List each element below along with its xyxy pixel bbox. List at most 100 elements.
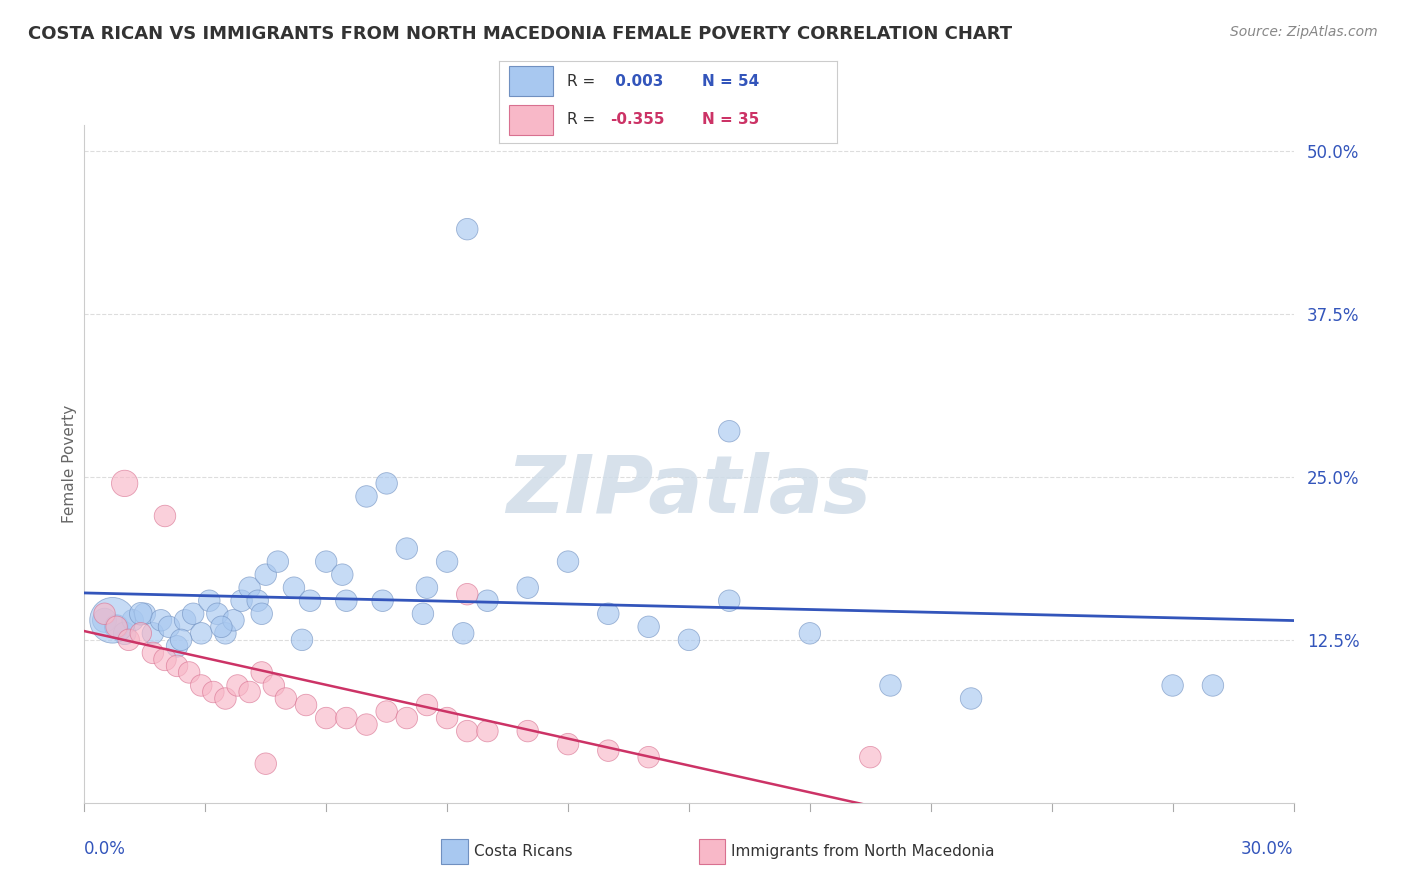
- Point: [207, 607, 229, 621]
- Point: [142, 646, 165, 660]
- Point: [960, 691, 983, 706]
- Point: [557, 555, 579, 569]
- Point: [879, 678, 901, 692]
- Point: [330, 567, 353, 582]
- Point: [181, 607, 204, 621]
- Point: [477, 724, 499, 739]
- Point: [356, 490, 378, 504]
- Point: [202, 685, 225, 699]
- Point: [174, 613, 197, 627]
- Point: [799, 626, 821, 640]
- Point: [250, 607, 273, 621]
- Point: [335, 711, 357, 725]
- Point: [637, 750, 659, 764]
- Text: 30.0%: 30.0%: [1241, 840, 1294, 858]
- Point: [214, 626, 236, 640]
- Point: [335, 593, 357, 607]
- Text: Source: ZipAtlas.com: Source: ZipAtlas.com: [1230, 25, 1378, 39]
- Point: [299, 593, 322, 607]
- Point: [166, 640, 188, 654]
- Point: [226, 678, 249, 692]
- Point: [395, 711, 418, 725]
- Point: [214, 691, 236, 706]
- Text: R =: R =: [567, 74, 595, 88]
- Point: [637, 620, 659, 634]
- Point: [254, 567, 277, 582]
- FancyBboxPatch shape: [509, 66, 553, 96]
- Point: [118, 632, 141, 647]
- Point: [254, 756, 277, 771]
- Text: 0.003: 0.003: [610, 74, 664, 88]
- Point: [250, 665, 273, 680]
- Point: [477, 593, 499, 607]
- Point: [93, 607, 115, 621]
- Point: [456, 724, 478, 739]
- Point: [283, 581, 305, 595]
- Point: [121, 613, 143, 627]
- Point: [678, 632, 700, 647]
- Text: 0.0%: 0.0%: [84, 840, 127, 858]
- Point: [375, 476, 398, 491]
- FancyBboxPatch shape: [441, 838, 468, 864]
- Point: [718, 424, 741, 438]
- Point: [516, 724, 538, 739]
- Text: COSTA RICAN VS IMMIGRANTS FROM NORTH MACEDONIA FEMALE POVERTY CORRELATION CHART: COSTA RICAN VS IMMIGRANTS FROM NORTH MAC…: [28, 25, 1012, 43]
- Point: [456, 222, 478, 236]
- Point: [93, 613, 115, 627]
- Point: [456, 587, 478, 601]
- Point: [375, 705, 398, 719]
- Text: R =: R =: [567, 112, 595, 128]
- Point: [114, 476, 136, 491]
- Point: [718, 593, 741, 607]
- Point: [153, 652, 176, 666]
- Point: [859, 750, 882, 764]
- Point: [371, 593, 394, 607]
- Point: [142, 626, 165, 640]
- Point: [598, 607, 620, 621]
- Point: [416, 698, 439, 712]
- Text: N = 54: N = 54: [702, 74, 759, 88]
- Text: N = 35: N = 35: [702, 112, 759, 128]
- Point: [170, 632, 193, 647]
- Point: [239, 581, 262, 595]
- Point: [267, 555, 290, 569]
- Point: [166, 659, 188, 673]
- Point: [395, 541, 418, 556]
- Point: [436, 711, 458, 725]
- Point: [134, 607, 156, 621]
- FancyBboxPatch shape: [699, 838, 725, 864]
- Point: [157, 620, 180, 634]
- Point: [598, 744, 620, 758]
- Point: [101, 613, 124, 627]
- Point: [129, 607, 152, 621]
- Point: [451, 626, 474, 640]
- Point: [412, 607, 434, 621]
- Point: [105, 620, 128, 634]
- Point: [153, 508, 176, 523]
- Point: [1202, 678, 1225, 692]
- Point: [516, 581, 538, 595]
- FancyBboxPatch shape: [509, 105, 553, 135]
- Point: [129, 626, 152, 640]
- Point: [179, 665, 201, 680]
- Point: [315, 711, 337, 725]
- Point: [557, 737, 579, 751]
- Point: [105, 620, 128, 634]
- Point: [231, 593, 253, 607]
- Text: Immigrants from North Macedonia: Immigrants from North Macedonia: [731, 844, 995, 859]
- Point: [295, 698, 318, 712]
- Point: [239, 685, 262, 699]
- Point: [222, 613, 245, 627]
- Text: ZIPatlas: ZIPatlas: [506, 452, 872, 530]
- Point: [315, 555, 337, 569]
- Point: [1161, 678, 1184, 692]
- Point: [114, 626, 136, 640]
- Point: [209, 620, 232, 634]
- Text: Costa Ricans: Costa Ricans: [474, 844, 572, 859]
- Point: [356, 717, 378, 731]
- Point: [246, 593, 269, 607]
- Point: [291, 632, 314, 647]
- Point: [190, 678, 212, 692]
- Point: [274, 691, 297, 706]
- Point: [149, 613, 172, 627]
